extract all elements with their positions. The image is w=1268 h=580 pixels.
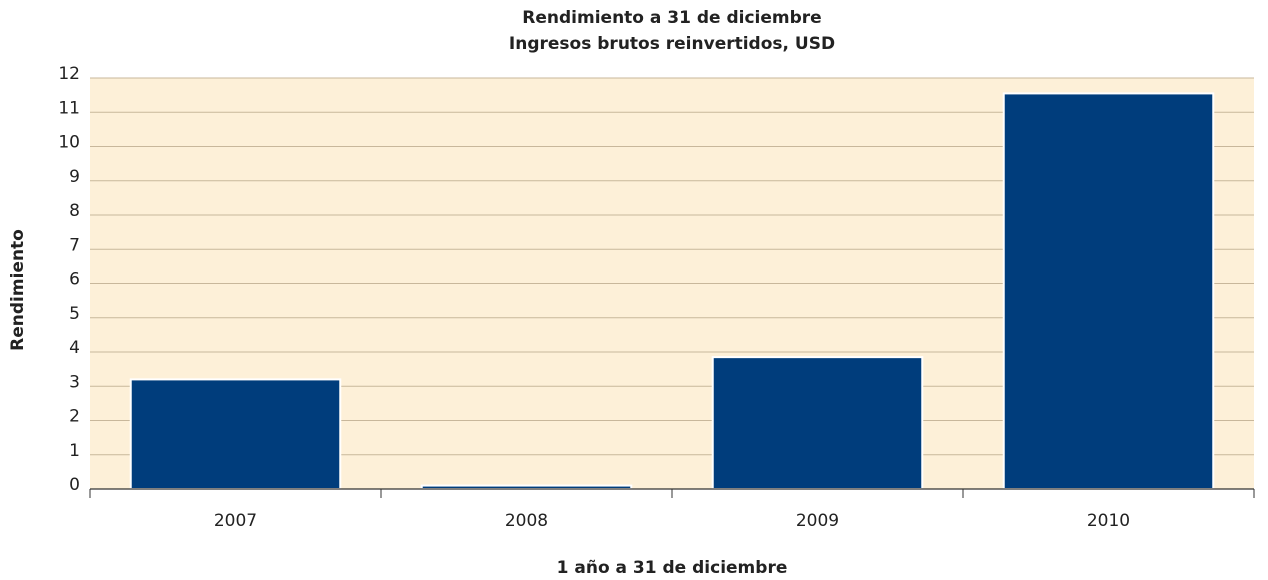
bar: [1002, 92, 1215, 490]
chart-subtitle: Ingresos brutos reinvertidos, USD: [509, 34, 835, 54]
x-tick-label: 2007: [214, 511, 257, 531]
y-tick-label: 5: [69, 304, 80, 324]
y-tick-label: 11: [58, 98, 80, 118]
chart-title: Rendimiento a 31 de diciembre: [522, 8, 821, 28]
y-tick-label: 8: [69, 201, 80, 221]
y-tick-label: 4: [69, 338, 80, 358]
x-axis-label: 1 año a 31 de diciembre: [557, 558, 788, 578]
y-tick-label: 3: [69, 372, 80, 392]
y-tick-label: 12: [58, 64, 80, 84]
bar: [129, 378, 342, 490]
y-tick-label: 7: [69, 235, 80, 255]
x-tick-label: 2009: [796, 511, 839, 531]
y-tick-label: 1: [69, 441, 80, 461]
y-tick-label: 9: [69, 167, 80, 187]
x-tick-label: 2010: [1087, 511, 1130, 531]
y-tick-label: 2: [69, 407, 80, 427]
x-tick-label: 2008: [505, 511, 548, 531]
y-axis-label: Rendimiento: [8, 229, 28, 351]
y-tick-label: 10: [58, 133, 80, 153]
bar: [711, 356, 924, 491]
y-tick-label: 6: [69, 270, 80, 290]
y-tick-label: 0: [69, 475, 80, 495]
